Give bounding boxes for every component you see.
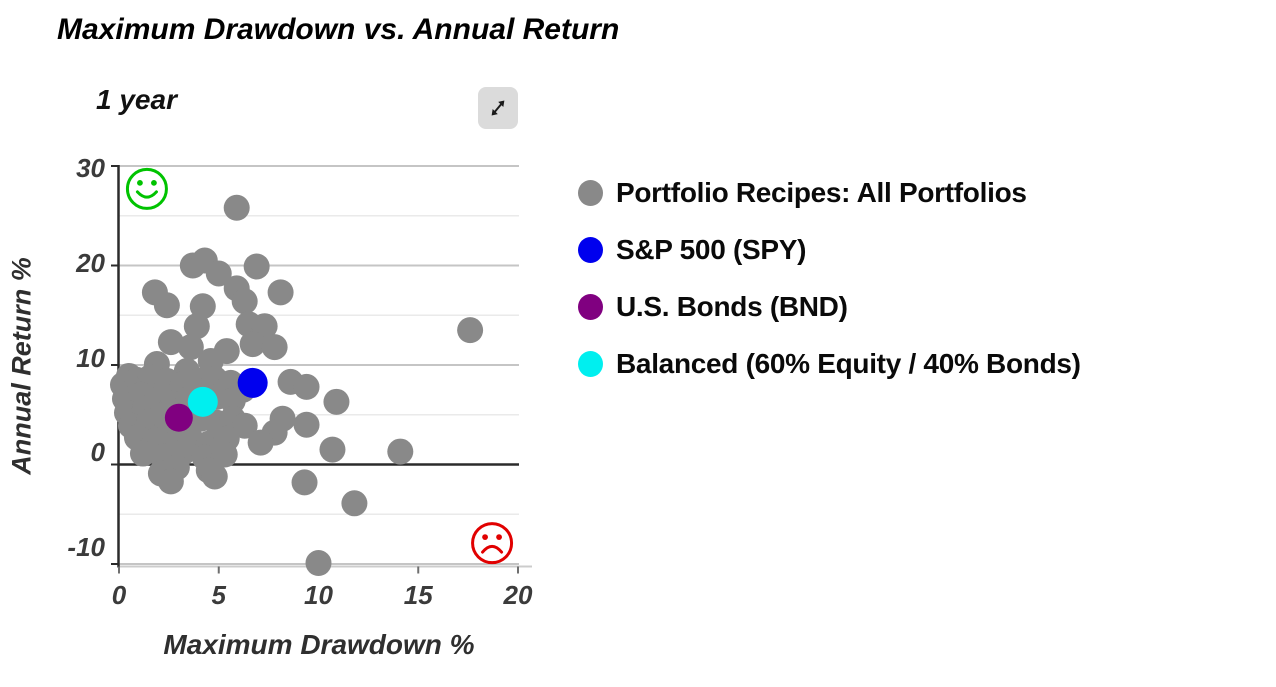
y-axis-title: Annual Return %	[6, 257, 37, 475]
legend-item[interactable]: Balanced (60% Equity / 40% Bonds)	[578, 335, 1081, 392]
period-label: 1 year	[96, 84, 177, 115]
frowny-face-icon	[471, 522, 514, 565]
scatter-point-portfolio[interactable]	[305, 550, 332, 577]
scatter-point-portfolio[interactable]	[219, 387, 246, 414]
x-tick-label: 15	[403, 580, 433, 610]
scatter-point-portfolio[interactable]	[177, 334, 204, 361]
scatter-point-portfolio[interactable]	[293, 373, 320, 400]
legend-item[interactable]: U.S. Bonds (BND)	[578, 278, 1081, 335]
x-tick-label: 20	[503, 580, 533, 610]
scatter-point-portfolio[interactable]	[387, 438, 414, 465]
scatter-point-portfolio[interactable]	[183, 313, 210, 340]
x-tick-label: 10	[304, 580, 333, 610]
legend-item[interactable]: S&P 500 (SPY)	[578, 221, 1081, 278]
scatter-point-portfolio[interactable]	[457, 317, 484, 344]
x-tick-label: 0	[111, 580, 127, 610]
legend-label: S&P 500 (SPY)	[616, 233, 807, 265]
scatter-point-portfolio[interactable]	[239, 331, 266, 358]
scatter-point-portfolio[interactable]	[341, 490, 368, 517]
legend-marker-icon	[578, 179, 603, 206]
legend-marker-icon	[578, 293, 603, 320]
y-tick-label: 0	[90, 437, 105, 468]
legend-label: U.S. Bonds (BND)	[616, 290, 848, 322]
scatter-point-portfolio[interactable]	[261, 334, 288, 361]
y-tick-label: 20	[76, 247, 105, 278]
scatter-point-portfolio[interactable]	[129, 440, 156, 467]
legend: Portfolio Recipes: All Portfolios S&P 500…	[578, 164, 1081, 392]
scatter-point-portfolio[interactable]	[231, 412, 258, 439]
legend-marker-icon	[578, 236, 603, 263]
x-axis-title: Maximum Drawdown %	[163, 629, 475, 660]
scatter-point-balanced[interactable]	[187, 386, 218, 417]
scatter-point-portfolio[interactable]	[189, 293, 216, 320]
page-title: Maximum Drawdown vs. Annual Return	[57, 13, 620, 46]
scatter-point-spy[interactable]	[237, 367, 268, 398]
scatter-point-portfolio[interactable]	[157, 329, 184, 356]
smiley-face-icon	[125, 167, 168, 210]
y-tick-label: 10	[76, 342, 105, 373]
legend-marker-icon	[578, 350, 603, 377]
scatter-point-portfolio[interactable]	[231, 288, 258, 315]
scatter-point-bnd[interactable]	[164, 403, 193, 432]
legend-label: Portfolio Recipes: All Portfolios	[616, 176, 1027, 208]
scatter-point-portfolio[interactable]	[247, 429, 274, 456]
legend-item[interactable]: Portfolio Recipes: All Portfolios	[578, 164, 1081, 221]
scatter-point-portfolio[interactable]	[267, 279, 294, 306]
scatter-point-portfolio[interactable]	[153, 292, 180, 319]
expand-button[interactable]	[478, 87, 518, 129]
scatter-point-portfolio[interactable]	[323, 388, 350, 415]
scatter-point-portfolio[interactable]	[293, 411, 320, 438]
scatter-point-portfolio[interactable]	[243, 253, 270, 280]
legend-label: Balanced (60% Equity / 40% Bonds)	[616, 347, 1081, 379]
scatter-point-portfolio[interactable]	[205, 260, 232, 287]
scatter-point-portfolio[interactable]	[201, 463, 228, 490]
scatter-point-portfolio[interactable]	[157, 468, 184, 495]
y-tick-label: 30	[76, 153, 105, 183]
scatter-point-portfolio[interactable]	[291, 469, 318, 496]
x-tick-label: 5	[211, 580, 226, 610]
scatter-point-portfolio[interactable]	[223, 194, 250, 221]
expand-arrows-icon	[483, 92, 513, 124]
y-tick-label: -10	[67, 532, 105, 562]
scatter-point-portfolio[interactable]	[211, 441, 238, 468]
scatter-point-portfolio[interactable]	[319, 436, 346, 463]
